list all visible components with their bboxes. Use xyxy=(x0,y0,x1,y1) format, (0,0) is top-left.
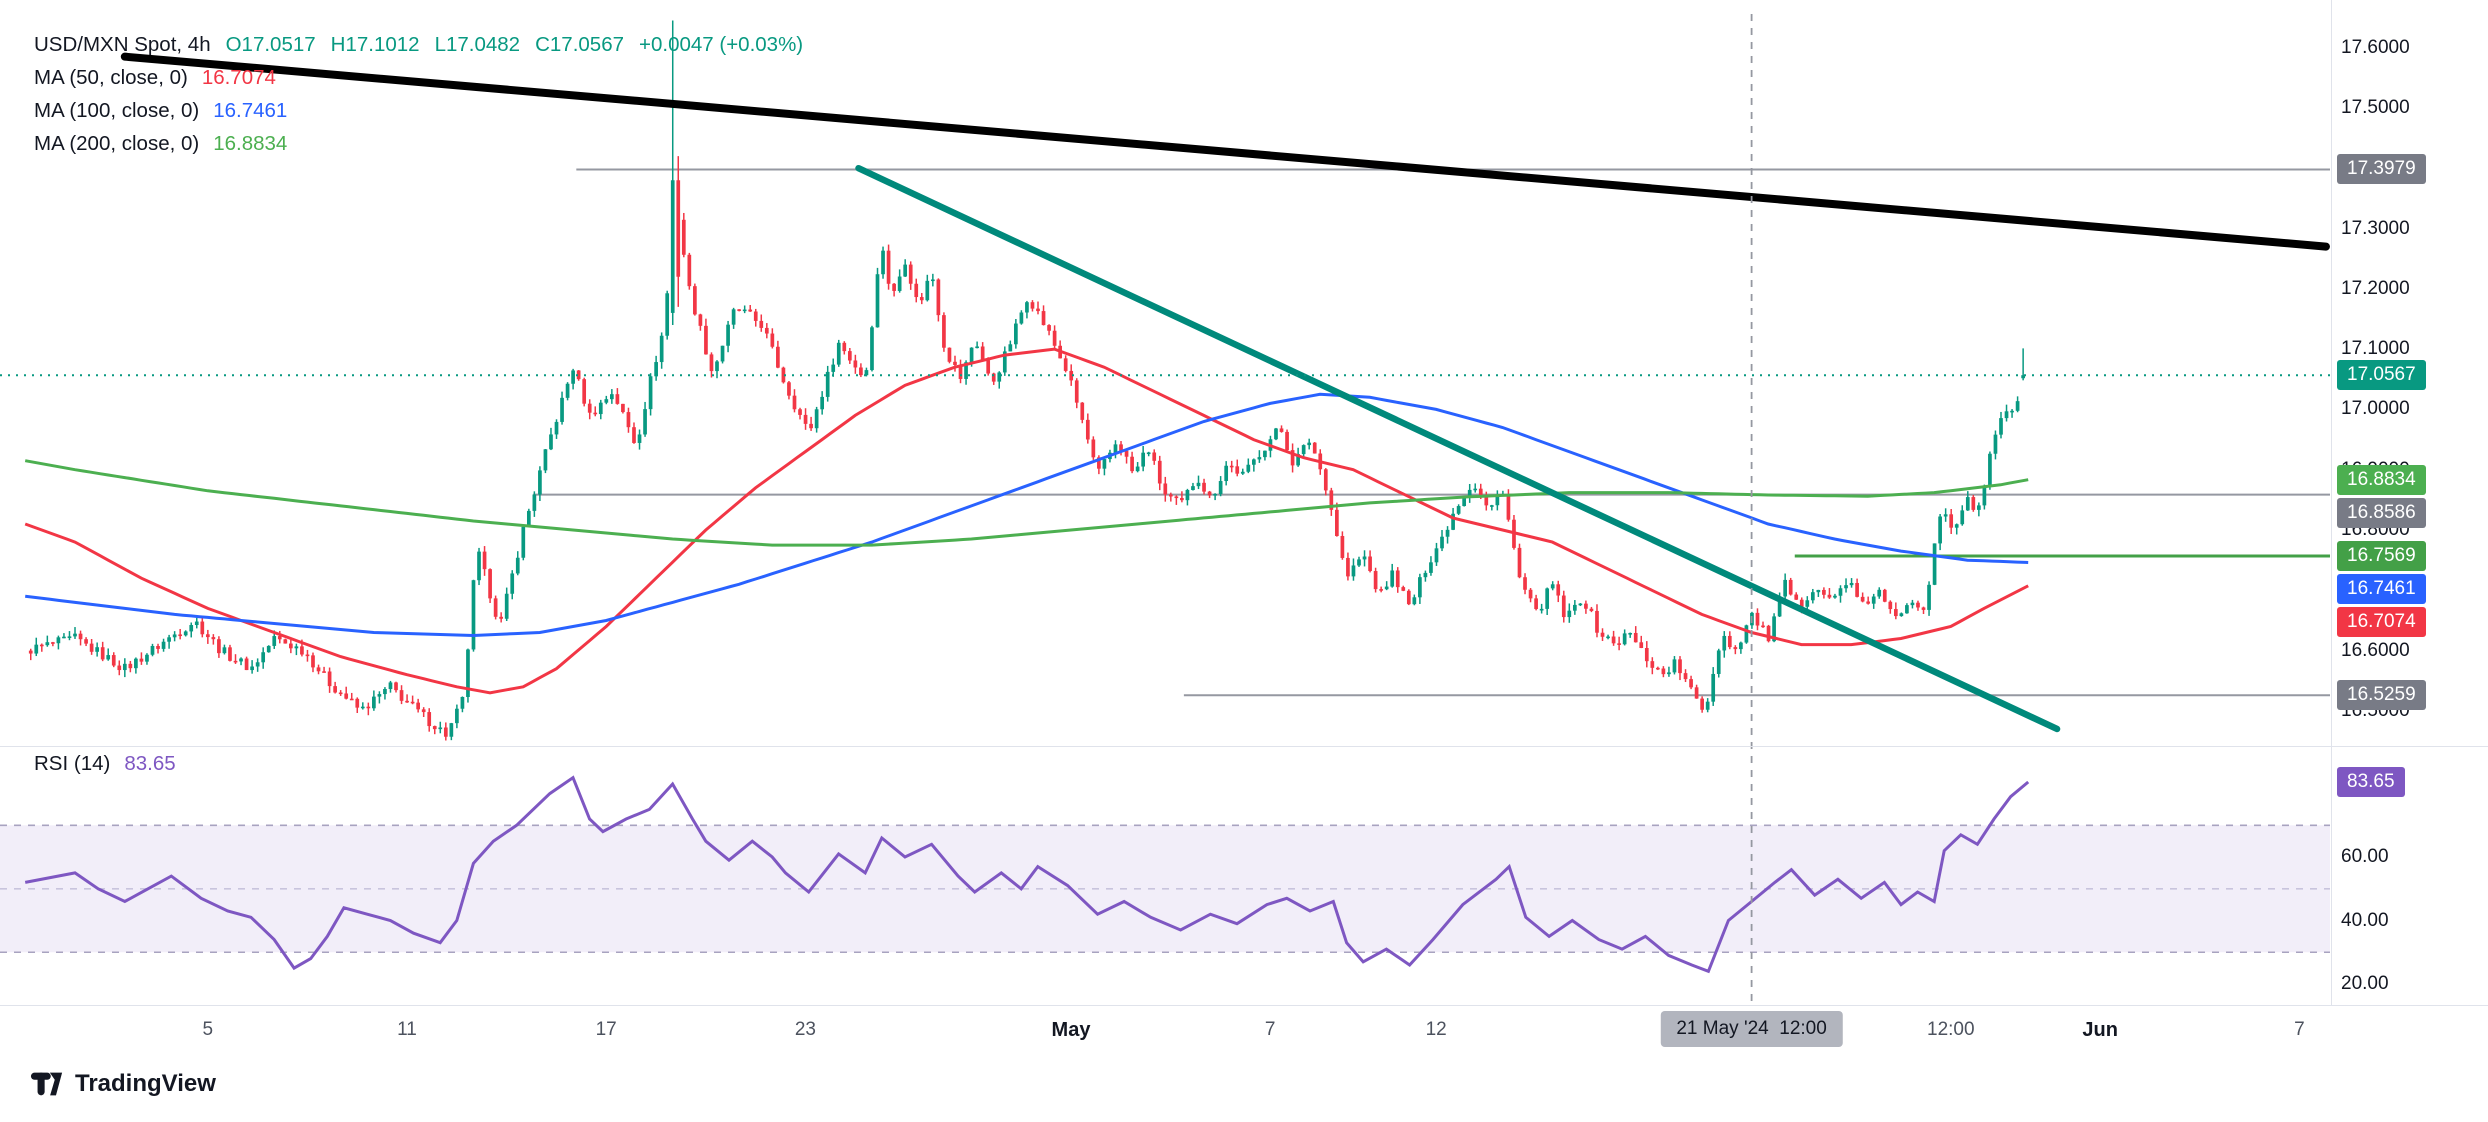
time-axis-tick: May xyxy=(1051,1019,1091,1041)
ma-200-label: MA (200, close, 0) xyxy=(34,131,200,155)
price-badge-16.7074: 16.7074 xyxy=(2337,606,2426,637)
ma-200-legend-row[interactable]: MA (200, close, 0) 16.8834 xyxy=(34,127,803,160)
rsi-axis-tick: 40.00 xyxy=(2341,909,2389,931)
rsi-axis-tick: 60.00 xyxy=(2341,846,2389,868)
rsi-axis-tick: 20.00 xyxy=(2341,973,2389,994)
price-axis-tick: 17.1000 xyxy=(2341,338,2410,360)
ohlc-open-value: 17.0517 xyxy=(241,32,316,56)
tradingview-wordmark: TradingView xyxy=(75,1070,216,1097)
price-badge-16.5259: 16.5259 xyxy=(2337,680,2426,711)
symbol-legend-row[interactable]: USD/MXN Spot, 4h O17.0517 H17.1012 L17.0… xyxy=(34,28,803,61)
price-badge-16.7461: 16.7461 xyxy=(2337,573,2426,604)
ma-100-label: MA (100, close, 0) xyxy=(34,98,200,122)
tradingview-logo-icon xyxy=(30,1072,63,1096)
ma-50-legend-row[interactable]: MA (50, close, 0) 16.7074 xyxy=(34,61,803,94)
ohlc-change: +0.0047 (+0.03%) xyxy=(639,32,804,56)
rsi-value: 83.65 xyxy=(124,752,176,775)
crosshair-time-badge: 21 May '24 12:00 xyxy=(1660,1011,1843,1047)
ma-200-value: 16.8834 xyxy=(213,131,288,155)
time-axis-tick: 23 xyxy=(794,1019,816,1040)
price-badge-16.8834: 16.8834 xyxy=(2337,464,2426,495)
ohlc-close-label: C xyxy=(535,32,550,56)
time-axis-tick: 5 xyxy=(202,1019,214,1040)
symbol-legend: USD/MXN Spot, 4h O17.0517 H17.1012 L17.0… xyxy=(34,28,803,160)
ohlc-high-label: H xyxy=(330,32,346,56)
ma-200-line xyxy=(24,459,2029,547)
ohlc-low-label: L xyxy=(434,32,446,56)
time-axis-tick: 7 xyxy=(1264,1019,1276,1040)
ma-50-line xyxy=(24,347,2029,695)
price-badge-17.0567: 17.0567 xyxy=(2337,360,2426,391)
time-axis-tick: 17 xyxy=(595,1019,617,1040)
rsi-label: RSI (14) xyxy=(34,752,111,775)
price-badge-83.65: 83.65 xyxy=(2337,766,2405,797)
time-axis-tick: 11 xyxy=(397,1019,417,1040)
trendline-descending-teal[interactable] xyxy=(855,164,2061,733)
time-axis-tick: Jun xyxy=(2082,1019,2118,1041)
price-axis-tick: 17.3000 xyxy=(2341,217,2410,239)
price-axis-tick: 17.5000 xyxy=(2341,96,2410,118)
price-axis-tick: 17.2000 xyxy=(2341,277,2410,299)
price-axis-scale[interactable]: 17.600017.500017.400017.300017.200017.10… xyxy=(2331,0,2488,1005)
ohlc-high: H17.1012 xyxy=(331,33,420,57)
ma-50-value: 16.7074 xyxy=(201,65,276,89)
price-levels-layer xyxy=(533,168,2330,697)
trendline-descending-black[interactable] xyxy=(120,52,2330,251)
time-axis-tick: 7 xyxy=(2294,1019,2305,1040)
time-axis-tick: 12 xyxy=(1425,1019,1447,1040)
ohlc-close: C17.0567 xyxy=(535,33,624,57)
price-badge-16.7569: 16.7569 xyxy=(2337,540,2426,571)
ma-100-legend-row[interactable]: MA (100, close, 0) 16.7461 xyxy=(34,94,803,127)
ma-100-value: 16.7461 xyxy=(213,98,288,122)
price-badge-16.8586: 16.8586 xyxy=(2337,497,2426,528)
ohlc-open-label: O xyxy=(225,32,242,56)
time-axis-scale[interactable]: 5 11 17 23 May 7 12 12:00 Jun 7 21 May '24 12:00 xyxy=(0,1005,2488,1055)
ma-100-line xyxy=(25,392,2029,638)
pane-resize-handle[interactable] xyxy=(0,746,2488,747)
tradingview-link[interactable]: TradingView xyxy=(30,1070,216,1098)
ohlc-close-value: 17.0567 xyxy=(549,32,625,56)
ohlc-open: O17.0517 xyxy=(226,33,316,57)
ohlc-low-value: 17.0482 xyxy=(445,32,521,56)
symbol-title[interactable]: USD/MXN Spot, 4h xyxy=(34,32,211,56)
ma-50-label: MA (50, close, 0) xyxy=(34,65,188,89)
price-axis-tick: 16.6000 xyxy=(2341,639,2410,661)
ohlc-low: L17.0482 xyxy=(435,33,521,57)
price-axis-tick: 17.0000 xyxy=(2341,398,2410,420)
ohlc-high-value: 17.1012 xyxy=(345,32,420,56)
time-axis-tick: 12:00 xyxy=(1927,1019,1975,1040)
price-badge-17.3979: 17.3979 xyxy=(2337,154,2426,185)
price-axis-tick: 17.6000 xyxy=(2341,36,2410,58)
rsi-legend-row[interactable]: RSI (14) 83.65 xyxy=(34,752,176,776)
